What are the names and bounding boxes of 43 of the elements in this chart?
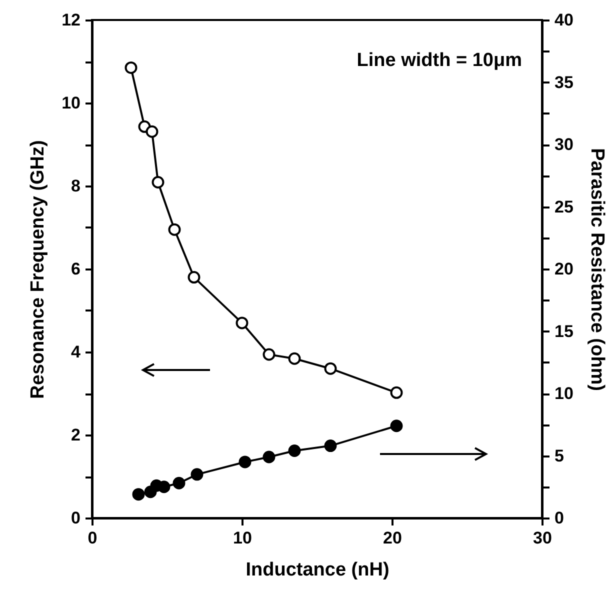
- point: [152, 176, 164, 188]
- point: [188, 271, 200, 284]
- y2-tick-label: 30: [554, 135, 574, 154]
- point: [172, 476, 186, 490]
- x-tick-label: 20: [383, 528, 402, 548]
- y2-tick-label: 40: [554, 10, 574, 30]
- point: [324, 362, 337, 375]
- y-tick-label: 6: [71, 260, 80, 278]
- point: [262, 348, 276, 361]
- point: [124, 61, 138, 74]
- point: [238, 456, 252, 468]
- y-tick-label: 10: [62, 94, 80, 112]
- point: [288, 352, 301, 365]
- point: [158, 480, 170, 494]
- point: [262, 450, 276, 464]
- y-axis-title: Resonance Frequency (GHz): [28, 140, 49, 399]
- y-tick-label: 2: [71, 426, 80, 444]
- point: [132, 488, 145, 501]
- x-axis-title: Inductance (nH): [246, 560, 390, 580]
- point: [190, 468, 204, 481]
- y2-tick-label: 10: [554, 384, 574, 403]
- y-tick-label: 0: [71, 508, 80, 528]
- y2-axis-title: Parasitic Resistance (ohm): [586, 148, 608, 391]
- x-tick-label: 10: [233, 528, 252, 548]
- y2-tick-label: 35: [554, 72, 574, 92]
- point: [236, 316, 248, 330]
- y2-tick-label: 25: [554, 197, 574, 216]
- x-tick-label: 0: [88, 528, 98, 548]
- x-tick-label: 30: [533, 528, 552, 548]
- y-tick-label: 8: [71, 176, 80, 196]
- point: [390, 386, 403, 399]
- y2-tick-label: 0: [554, 508, 564, 528]
- point: [390, 420, 403, 432]
- y-tick-label: 4: [71, 342, 82, 362]
- y-tick-label: 12: [62, 10, 80, 30]
- point: [324, 440, 337, 452]
- point: [146, 125, 158, 138]
- y2-tick-label: 20: [554, 260, 574, 278]
- point: [288, 444, 301, 458]
- annotation: Line width = 10μm: [356, 50, 522, 71]
- y2-tick-label: 5: [554, 446, 564, 466]
- point: [168, 223, 181, 236]
- y2-tick-label: 15: [554, 322, 574, 341]
